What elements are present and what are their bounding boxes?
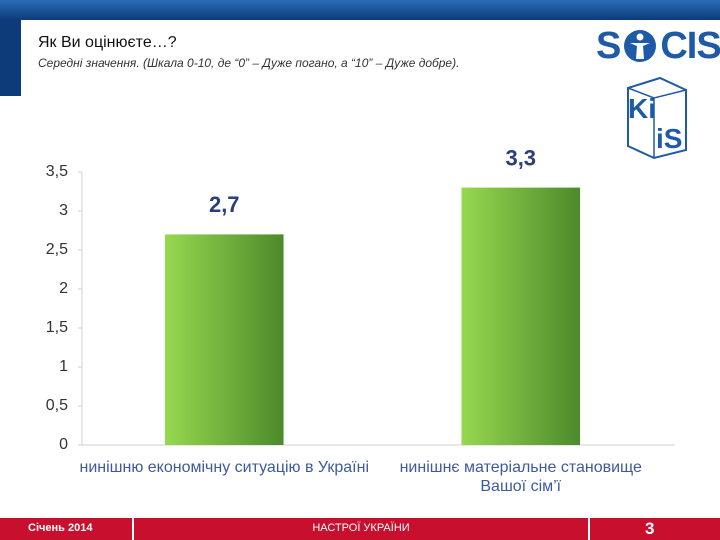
y-tick-label: 0	[59, 436, 68, 453]
divider	[588, 518, 590, 540]
y-tick-label: 1	[59, 358, 68, 375]
page-number: 3	[645, 519, 655, 538]
data-label: 3,3	[505, 145, 536, 170]
y-tick-label: 0,5	[46, 397, 68, 414]
y-tick-label: 3,5	[46, 163, 68, 180]
footer-date: Січень 2014	[28, 522, 93, 534]
x-tick-label: нинішнє матеріальне становище Вашої сім’…	[399, 459, 642, 495]
top-band	[0, 0, 720, 20]
data-label: 2,7	[209, 192, 240, 217]
kiis-logo: Ki iS	[627, 76, 687, 160]
x-tick-label: нинішню економічну ситуацію в Україні	[79, 459, 369, 476]
y-tick-label: 2	[59, 280, 68, 297]
title: Як Ви оцінюєте…?	[38, 34, 177, 51]
logo-text: iS	[656, 123, 682, 154]
logo-text: S	[596, 24, 621, 67]
bar	[164, 234, 284, 445]
footer-title: НАСТРОЇ УКРАЇНИ	[312, 522, 410, 534]
bar	[461, 187, 581, 445]
y-tick-label: 3	[59, 202, 68, 219]
logo-text: Ki	[628, 93, 656, 124]
y-tick-label: 2,5	[46, 241, 68, 258]
logo-text: CIS	[660, 24, 720, 67]
socis-logo: S CIS	[596, 24, 720, 67]
subtitle: Середні значення. (Шкала 0-10, де “0” – …	[38, 56, 460, 70]
divider	[132, 518, 134, 540]
logo-icon	[624, 30, 657, 62]
y-tick-label: 1,5	[46, 319, 68, 336]
footer-band	[0, 518, 720, 540]
side-band	[0, 20, 21, 96]
